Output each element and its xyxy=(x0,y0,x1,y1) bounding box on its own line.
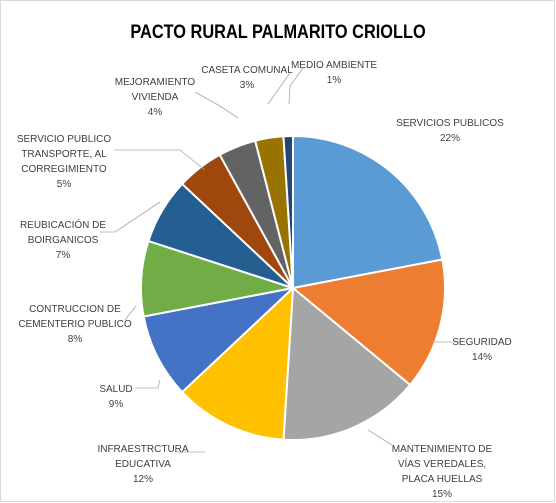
pie-slice-2 xyxy=(290,258,447,387)
pie-slice-4 xyxy=(180,285,295,441)
data-label-2: SEGURIDAD 14% xyxy=(452,337,511,363)
pie-slice-1 xyxy=(292,134,444,290)
leader-line-3 xyxy=(367,429,393,446)
data-label-10: CASETA COMUNAL 3% xyxy=(201,65,293,91)
data-label-8: SERVICIO PUBLICO TRANSPORTE, AL CORREGIMIE… xyxy=(17,134,112,190)
data-label-11: MEDIO AMBIENTE 1% xyxy=(291,60,377,86)
chart-title: PACTO RURAL PALMARITO CRIOLLO xyxy=(130,22,426,43)
leader-line-7 xyxy=(100,201,161,233)
leader-line-5 xyxy=(135,379,161,389)
pie-slice-11 xyxy=(282,134,294,289)
pie-slice-3 xyxy=(282,285,412,441)
data-label-3: MANTENIMIENTO DE VÍAS VEREDALES, PLACA HUE… xyxy=(392,444,493,500)
leader-line-10 xyxy=(267,72,291,105)
leader-line-6 xyxy=(124,305,137,321)
data-label-4: INFRAESTRCTURA EDUCATIVA 12% xyxy=(97,444,188,485)
data-label-6: CONTRUCCION DE CEMENTERIO PUBLICO 8% xyxy=(18,304,132,345)
data-label-7: REUBICACIÓN DE BOIRGANICOS 7% xyxy=(20,218,106,261)
leader-line-8 xyxy=(114,149,206,171)
leader-line-9 xyxy=(194,91,239,119)
pie-slice-5 xyxy=(142,286,297,394)
data-label-5: SALUD 9% xyxy=(99,384,132,410)
leader-line-11 xyxy=(288,67,304,105)
data-label-9: MEJORAMIENTO VIVIENDA 4% xyxy=(115,77,196,118)
data-label-1: SERVICIOS PUBLICOS 22% xyxy=(396,118,504,144)
